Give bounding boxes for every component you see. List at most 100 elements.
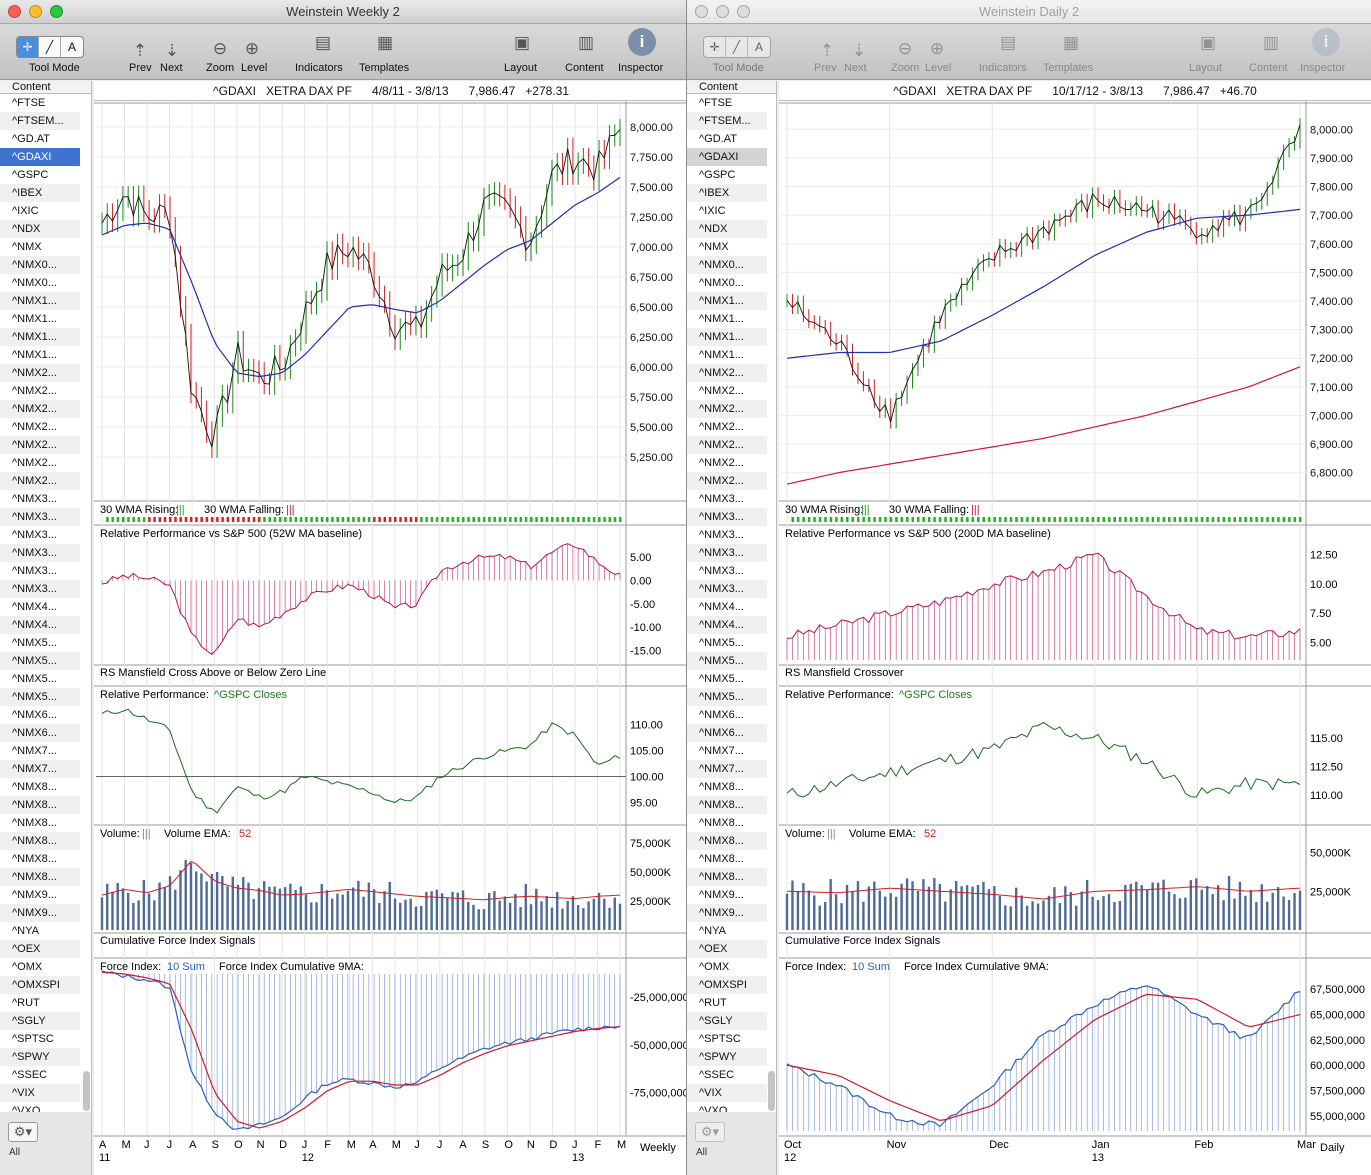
sidebar-item[interactable]: ^NMX5... (699, 637, 744, 649)
minimize-button[interactable] (29, 5, 42, 18)
sidebar-item[interactable]: ^NMX8... (699, 781, 744, 793)
chart-area[interactable]: ^GDAXI XETRA DAX PF 4/8/11 - 3/8/13 7,98… (94, 81, 686, 1175)
sidebar-item[interactable]: ^VXO (699, 1105, 728, 1112)
sidebar-item[interactable]: ^GDAXI (687, 148, 767, 166)
sidebar-item[interactable]: ^NMX6... (0, 724, 80, 742)
sidebar-item[interactable]: ^NMX6... (687, 724, 767, 742)
sidebar-item[interactable]: ^NMX3... (12, 493, 57, 505)
all-filter-label[interactable]: All (696, 1147, 708, 1158)
prev-button[interactable]: ⇡ (814, 36, 840, 66)
sidebar-item[interactable]: ^NMX7... (687, 760, 767, 778)
indicators-button[interactable]: ▤ (991, 28, 1025, 58)
sidebar-item[interactable]: ^SPWY (0, 1048, 80, 1066)
zoom-in-button[interactable]: ⊕ (239, 34, 265, 64)
layout-button[interactable]: ▣ (1190, 28, 1226, 58)
sidebar-item[interactable]: ^NMX3... (699, 493, 744, 505)
sidebar-item[interactable]: ^IBEX (687, 184, 767, 202)
chart-canvas[interactable]: 8,000.00 7,900.00 7,800.00 7,700.00 7,600.00… (779, 81, 1371, 1175)
sidebar-item[interactable]: ^NMX3... (12, 565, 57, 577)
sidebar-item[interactable]: ^NMX2... (12, 385, 57, 397)
sidebar-item[interactable]: ^NMX9... (699, 889, 744, 901)
sidebar-item[interactable]: ^NMX2... (699, 385, 744, 397)
crosshair-icon[interactable]: ✛ (704, 37, 726, 57)
sidebar-scrollbar[interactable] (768, 1071, 775, 1111)
sidebar-item[interactable]: ^NMX1... (699, 349, 744, 361)
sidebar-item[interactable]: ^NMX1... (0, 292, 80, 310)
templates-button[interactable]: ▦ (368, 28, 402, 58)
sidebar-item[interactable]: ^NMX2... (687, 436, 767, 454)
sidebar-item[interactable]: ^GSPC (699, 169, 736, 181)
sidebar-item[interactable]: ^GD.AT (699, 133, 737, 145)
indicators-button[interactable]: ▤ (306, 28, 340, 58)
sidebar-item[interactable]: ^IXIC (699, 205, 726, 217)
window-titlebar[interactable]: Weinstein Weekly 2 (0, 0, 686, 24)
next-button[interactable]: ⇣ (159, 36, 185, 66)
sidebar-scrollbar[interactable] (83, 1071, 90, 1111)
sidebar-item[interactable]: ^NMX5... (699, 673, 744, 685)
sidebar-item[interactable]: ^NMX8... (687, 868, 767, 886)
sidebar-item[interactable]: ^VXO (12, 1105, 41, 1112)
sidebar-item[interactable]: ^NMX3... (0, 508, 80, 526)
sidebar-item[interactable]: ^NMX1... (12, 313, 57, 325)
sidebar-item[interactable]: ^SGLY (0, 1012, 80, 1030)
sidebar-item[interactable]: ^VIX (0, 1084, 80, 1102)
close-button[interactable] (8, 5, 21, 18)
sidebar-item[interactable]: ^NMX8... (12, 817, 57, 829)
text-tool-icon[interactable]: A (67, 40, 76, 54)
templates-button[interactable]: ▦ (1054, 28, 1088, 58)
sidebar-item[interactable]: ^NMX1... (12, 349, 57, 361)
sidebar-item[interactable]: ^NMX3... (0, 544, 80, 562)
sidebar-item[interactable]: ^NMX9... (0, 904, 80, 922)
sidebar-item[interactable]: ^NMX0... (699, 277, 744, 289)
sidebar-item[interactable]: ^NMX5... (687, 652, 767, 670)
sidebar-item[interactable]: ^FTSE (699, 97, 733, 109)
sidebar-item[interactable]: ^NMX2... (0, 364, 80, 382)
sidebar-item[interactable]: ^NMX8... (12, 781, 57, 793)
sidebar-item[interactable]: ^OEX (687, 940, 767, 958)
sidebar-item[interactable]: ^FTSEM... (687, 112, 767, 130)
content-button[interactable]: ▥ (573, 28, 599, 58)
content-sidebar[interactable]: Content ^FTSE ^FTSEM... ^GD.AT ^GDAXI ^GSPC ^… (0, 81, 92, 1112)
sidebar-item[interactable]: ^NYA (12, 925, 39, 937)
text-tool-icon[interactable]: A (754, 40, 763, 54)
sidebar-item[interactable]: ^NMX2... (687, 400, 767, 418)
sidebar-item[interactable]: ^GSPC (12, 169, 49, 181)
sidebar-item[interactable]: ^OMXSPI (687, 976, 767, 994)
sidebar-item[interactable]: ^NMX8... (12, 853, 57, 865)
inspector-button[interactable]: i (627, 28, 657, 56)
sidebar-item[interactable]: ^NMX2... (0, 400, 80, 418)
sidebar-item[interactable]: ^NMX3... (687, 508, 767, 526)
gear-icon[interactable]: ⚙▾ (695, 1122, 725, 1142)
sidebar-item[interactable]: ^NDX (0, 220, 80, 238)
sidebar-item[interactable]: ^OMX (12, 961, 43, 973)
sidebar-item[interactable]: ^GD.AT (12, 133, 50, 145)
sidebar-item[interactable]: ^NMX5... (12, 673, 57, 685)
sidebar-item[interactable]: ^NMX8... (687, 832, 767, 850)
sidebar-item[interactable]: ^SPWY (687, 1048, 767, 1066)
sidebar-item[interactable]: ^NMX9... (687, 904, 767, 922)
sidebar-item[interactable]: ^RUT (699, 997, 727, 1009)
sidebar-item[interactable]: ^NMX2... (0, 472, 80, 490)
inspector-button[interactable]: i (1311, 28, 1341, 56)
sidebar-item[interactable]: ^SPTSC (699, 1033, 741, 1045)
sidebar-item[interactable]: ^OMX (699, 961, 730, 973)
sidebar-item[interactable]: ^NMX1... (0, 328, 80, 346)
sidebar-item[interactable]: ^NMX (12, 241, 42, 253)
sidebar-item[interactable]: ^SSEC (699, 1069, 735, 1081)
sidebar-item[interactable]: ^SGLY (687, 1012, 767, 1030)
sidebar-item[interactable]: ^NMX3... (12, 529, 57, 541)
sidebar-item[interactable]: ^NMX1... (699, 313, 744, 325)
zoom-out-button[interactable]: ⊖ (892, 34, 918, 64)
sidebar-item[interactable]: ^NMX5... (687, 688, 767, 706)
layout-button[interactable]: ▣ (504, 28, 540, 58)
sidebar-item[interactable]: ^GDAXI (0, 148, 80, 166)
sidebar-item[interactable]: ^OMXSPI (0, 976, 80, 994)
content-sidebar[interactable]: Content ^FTSE ^FTSEM... ^GD.AT ^GDAXI ^GSPC ^… (687, 81, 777, 1112)
sidebar-item[interactable]: ^NMX3... (687, 580, 767, 598)
sidebar-item[interactable]: ^NMX3... (687, 544, 767, 562)
sidebar-item[interactable]: ^NMX2... (12, 421, 57, 433)
tool-mode-segmented[interactable]: ✛ ╱ A (703, 36, 771, 58)
sidebar-item[interactable]: ^NMX8... (699, 817, 744, 829)
crosshair-icon[interactable]: ✛ (17, 37, 39, 57)
sidebar-item[interactable]: ^RUT (12, 997, 40, 1009)
